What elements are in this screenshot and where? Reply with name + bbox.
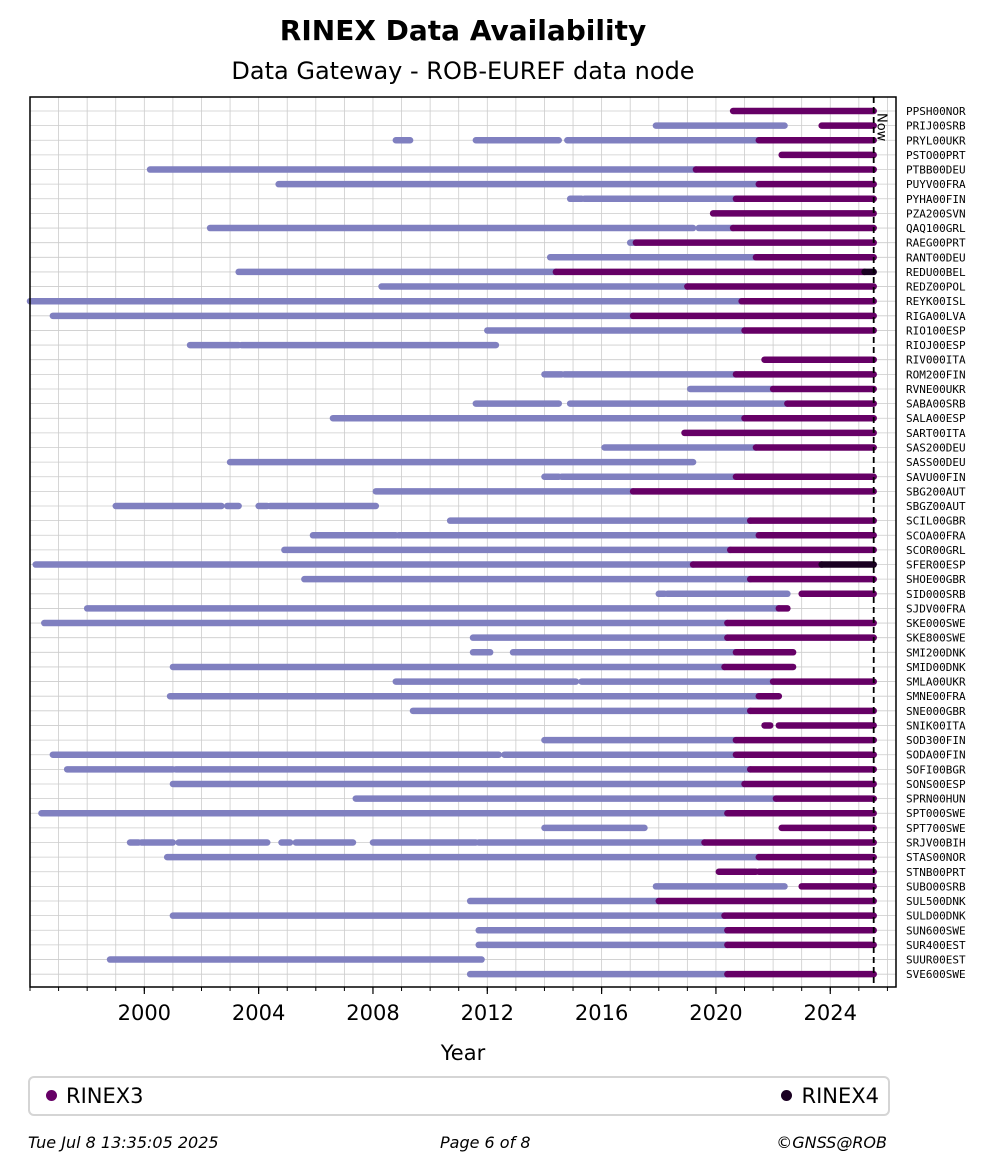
station-label: SABA00SRB bbox=[906, 398, 966, 411]
station-label: SUN600SWE bbox=[906, 924, 966, 937]
station-label: SJDV00FRA bbox=[906, 602, 966, 615]
timeline-bars bbox=[26, 107, 877, 978]
station-label: SAS200DEU bbox=[906, 441, 966, 454]
station-label: SBG200AUT bbox=[906, 485, 966, 498]
station-label: SCIL00GBR bbox=[906, 515, 966, 528]
station-label: SNE000GBR bbox=[906, 705, 966, 718]
station-label: REDZ00POL bbox=[906, 281, 966, 294]
station-label: SODA00FIN bbox=[906, 749, 966, 762]
station-label: RAEG00PRT bbox=[906, 237, 966, 250]
station-label: SASS00DEU bbox=[906, 456, 966, 469]
station-label: SALA00ESP bbox=[906, 412, 966, 425]
station-label: SUUR00EST bbox=[906, 954, 966, 967]
station-label: PYHA00FIN bbox=[906, 193, 966, 206]
station-label: SONS00ESP bbox=[906, 778, 966, 791]
station-label: PPSH00NOR bbox=[906, 105, 966, 118]
x-tick-label: 2020 bbox=[689, 1001, 742, 1025]
station-label: REDU00BEL bbox=[906, 266, 966, 279]
legend-item-rinex3: RINEX3 bbox=[46, 1084, 144, 1108]
x-tick-label: 2024 bbox=[804, 1001, 857, 1025]
x-tick-label: 2004 bbox=[232, 1001, 285, 1025]
station-label: RANT00DEU bbox=[906, 251, 966, 264]
station-label: RVNE00UKR bbox=[906, 383, 966, 396]
station-label: SNIK00ITA bbox=[906, 719, 966, 732]
x-tick-label: 2008 bbox=[346, 1001, 399, 1025]
station-label: PUYV00FRA bbox=[906, 178, 966, 191]
station-label: SPT000SWE bbox=[906, 807, 966, 820]
station-label: SRJV00BIH bbox=[906, 837, 966, 850]
station-label: SMNE00FRA bbox=[906, 690, 966, 703]
station-label: SUR400EST bbox=[906, 939, 966, 952]
station-label: SMID00DNK bbox=[906, 661, 966, 674]
station-label: SID000SRB bbox=[906, 588, 966, 601]
footer-page: Page 6 of 8 bbox=[440, 1133, 531, 1152]
station-label: RIOJ00ESP bbox=[906, 339, 966, 352]
station-label: SKE000SWE bbox=[906, 617, 966, 630]
x-tick-label: 2016 bbox=[575, 1001, 628, 1025]
station-label: QAQ100GRL bbox=[906, 222, 966, 235]
station-label: RIGA00LVA bbox=[906, 310, 966, 323]
legend-label-rinex4: RINEX4 bbox=[801, 1084, 879, 1108]
station-label: SMI200DNK bbox=[906, 646, 966, 659]
station-label: STNB00PRT bbox=[906, 866, 966, 879]
footer-copyright: ©GNSS@ROB bbox=[776, 1133, 887, 1152]
legend-item-rinex4: RINEX4 bbox=[781, 1084, 879, 1108]
station-label: SOFI00BGR bbox=[906, 763, 966, 776]
station-label: PSTO00PRT bbox=[906, 149, 966, 162]
station-label: ROM200FIN bbox=[906, 368, 966, 381]
x-tick-label: 2012 bbox=[461, 1001, 514, 1025]
chart-title: RINEX Data Availability bbox=[279, 14, 647, 47]
station-label: PRIJ00SRB bbox=[906, 120, 966, 133]
legend-label-rinex3: RINEX3 bbox=[66, 1084, 144, 1108]
rinex4-dot-icon bbox=[781, 1089, 793, 1101]
station-label: SMLA00UKR bbox=[906, 676, 966, 689]
x-axis: 2000 2004 2008 2012 2016 2020 2024 bbox=[29, 987, 888, 1025]
plot-frame bbox=[29, 96, 897, 988]
station-label: SVE600SWE bbox=[906, 968, 966, 981]
x-axis-label: Year bbox=[440, 1041, 486, 1065]
footer-date: Tue Jul 8 13:35:05 2025 bbox=[28, 1133, 219, 1152]
legend: RINEX3 RINEX4 bbox=[28, 1076, 890, 1116]
availability-chart: 2000 2004 2008 2012 2016 2020 2024 PPSH00NOR PR… bbox=[26, 96, 966, 1065]
chart-subtitle: Data Gateway - ROB-EUREF data node bbox=[231, 57, 695, 85]
station-label: SCOA00FRA bbox=[906, 529, 966, 542]
now-label: Now bbox=[874, 113, 889, 142]
station-label: SUL500DNK bbox=[906, 895, 966, 908]
station-label: REYK00ISL bbox=[906, 295, 966, 308]
station-label: SULD00DNK bbox=[906, 910, 966, 923]
station-label: SPT700SWE bbox=[906, 822, 966, 835]
station-label: SAVU00FIN bbox=[906, 471, 966, 484]
station-label: SFER00ESP bbox=[906, 559, 966, 572]
station-label: SOD300FIN bbox=[906, 734, 966, 747]
station-label: SPRN00HUN bbox=[906, 793, 966, 806]
station-label: STAS00NOR bbox=[906, 851, 966, 864]
station-label: PTBB00DEU bbox=[906, 164, 966, 177]
station-label: RIO100ESP bbox=[906, 324, 966, 337]
station-label: SHOE00GBR bbox=[906, 573, 966, 586]
station-label: RIV000ITA bbox=[906, 354, 966, 367]
station-label: SART00ITA bbox=[906, 427, 966, 440]
rinex3-dot-icon bbox=[46, 1089, 57, 1101]
station-label: PZA200SVN bbox=[906, 207, 966, 220]
x-tick-label: 2000 bbox=[118, 1001, 171, 1025]
station-label: SUBO00SRB bbox=[906, 880, 966, 893]
station-label: SCOR00GRL bbox=[906, 544, 966, 557]
station-label: PRYL00UKR bbox=[906, 134, 966, 147]
station-label: SBGZ00AUT bbox=[906, 500, 966, 513]
station-label: SKE800SWE bbox=[906, 632, 966, 645]
